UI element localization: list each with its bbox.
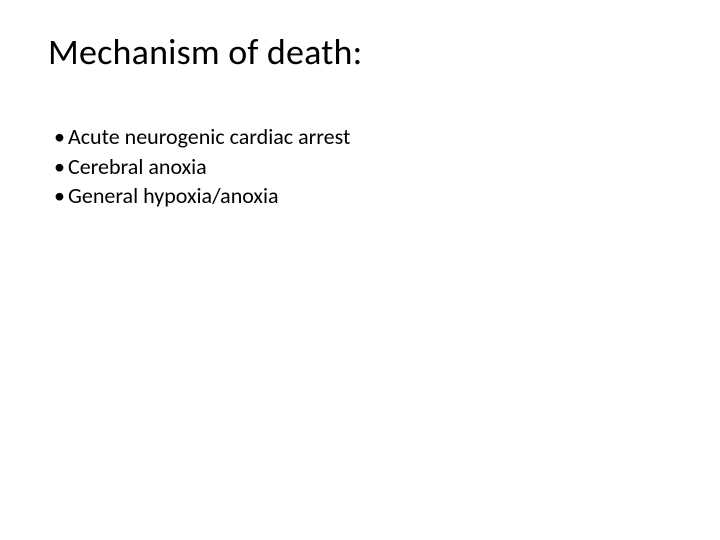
list-item: Cerebral anoxia [54,152,672,182]
bullet-list: Acute neurogenic cardiac arrest Cerebral… [48,122,672,211]
slide-title: Mechanism of death: [48,30,672,74]
list-item: Acute neurogenic cardiac arrest [54,122,672,152]
list-item: General hypoxia/anoxia [54,181,672,211]
